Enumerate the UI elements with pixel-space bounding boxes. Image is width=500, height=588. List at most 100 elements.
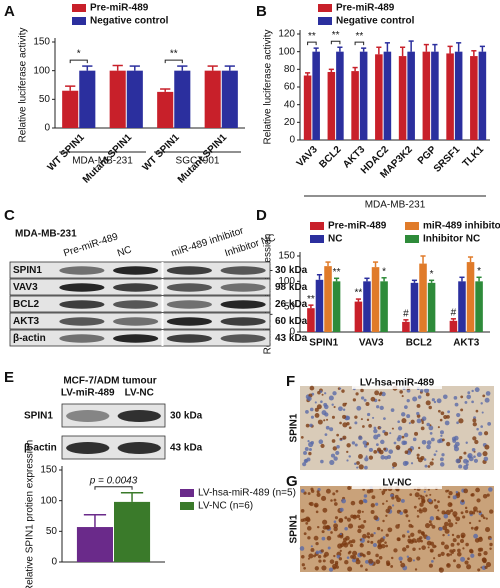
cell-nucleus bbox=[315, 541, 319, 546]
cell-nucleus bbox=[431, 560, 434, 563]
cell-nucleus bbox=[414, 492, 420, 498]
cell-nucleus bbox=[356, 461, 360, 465]
bar bbox=[454, 51, 463, 140]
legend-label: miR-489 inhibitor bbox=[423, 221, 500, 232]
y-tick-label: 0 bbox=[44, 123, 50, 134]
significance: ** bbox=[307, 294, 315, 305]
cell-nucleus bbox=[435, 515, 439, 520]
cell-nucleus bbox=[375, 443, 379, 447]
cell-nucleus bbox=[472, 506, 478, 512]
group-label: MDA-MB-231 bbox=[72, 156, 133, 167]
error-bar bbox=[328, 68, 334, 72]
x-tick-label: VAV3 bbox=[359, 338, 384, 349]
x-tick-label: SRSF1 bbox=[432, 144, 463, 175]
cell-nucleus bbox=[414, 568, 418, 571]
cell-nucleus bbox=[346, 556, 350, 559]
cell-nucleus bbox=[426, 444, 431, 450]
cell-nucleus bbox=[331, 439, 336, 443]
cell-nucleus bbox=[328, 395, 334, 401]
cell-nucleus bbox=[463, 488, 469, 494]
cell-nucleus bbox=[484, 565, 488, 570]
error-bar bbox=[456, 42, 462, 52]
cell-nucleus bbox=[346, 459, 349, 462]
cell-nucleus bbox=[408, 519, 411, 523]
blot-band bbox=[166, 300, 212, 309]
blot-band bbox=[113, 300, 159, 309]
cell-nucleus bbox=[362, 498, 367, 503]
cell-nucleus bbox=[427, 546, 430, 549]
cell-nucleus bbox=[340, 437, 343, 441]
significance: # bbox=[451, 307, 457, 318]
cell-nucleus bbox=[422, 507, 428, 513]
cell-nucleus bbox=[398, 556, 403, 561]
cell-nucleus bbox=[370, 510, 375, 514]
cell-nucleus bbox=[424, 464, 428, 468]
blot-band bbox=[117, 410, 161, 422]
error-bar bbox=[65, 85, 76, 91]
protein-label: SPIN1 bbox=[24, 411, 53, 422]
blot-band bbox=[66, 410, 110, 422]
cell-nucleus bbox=[332, 566, 336, 570]
cell-nucleus bbox=[342, 408, 346, 412]
cell-nucleus bbox=[379, 426, 382, 429]
y-tick-label: 100 bbox=[33, 65, 50, 76]
cell-nucleus bbox=[482, 451, 488, 457]
cell-nucleus bbox=[419, 502, 424, 507]
cell-nucleus bbox=[399, 390, 403, 394]
cell-nucleus bbox=[357, 528, 362, 534]
bar bbox=[204, 70, 221, 128]
cell-nucleus bbox=[442, 525, 448, 531]
cell-nucleus bbox=[358, 464, 364, 470]
bracket-label: p = 0.0043 bbox=[89, 475, 138, 486]
cell-nucleus bbox=[483, 550, 488, 556]
cell-nucleus bbox=[397, 420, 400, 424]
cell-nucleus bbox=[465, 441, 468, 444]
bar bbox=[407, 51, 415, 140]
cell-nucleus bbox=[460, 395, 464, 399]
cell-nucleus bbox=[485, 391, 491, 396]
cell-nucleus bbox=[451, 533, 455, 537]
cell-nucleus bbox=[444, 420, 450, 426]
cell-nucleus bbox=[324, 433, 328, 437]
cell-nucleus bbox=[433, 557, 436, 560]
cell-nucleus bbox=[375, 502, 379, 506]
cell-nucleus bbox=[456, 421, 459, 425]
cell-nucleus bbox=[316, 525, 320, 529]
cell-nucleus bbox=[387, 527, 393, 533]
cell-nucleus bbox=[412, 396, 418, 402]
error-bar bbox=[381, 277, 387, 282]
cell-nucleus bbox=[438, 526, 443, 531]
cell-nucleus bbox=[412, 559, 415, 562]
cell-nucleus bbox=[427, 465, 431, 468]
cell-nucleus bbox=[420, 389, 424, 393]
legend-label: Pre-miR-489 bbox=[328, 221, 387, 232]
cell-nucleus bbox=[391, 504, 395, 507]
cell-nucleus bbox=[425, 400, 431, 406]
cell-nucleus bbox=[404, 450, 409, 455]
cell-nucleus bbox=[395, 445, 401, 450]
legend-swatch bbox=[72, 17, 86, 25]
cell-nucleus bbox=[453, 435, 459, 441]
significance: ** bbox=[355, 288, 363, 299]
cell-nucleus bbox=[460, 556, 466, 562]
cell-nucleus bbox=[343, 542, 349, 548]
cell-nucleus bbox=[420, 426, 425, 431]
bar bbox=[419, 263, 427, 332]
cell-nucleus bbox=[336, 444, 340, 449]
cell-nucleus bbox=[318, 439, 324, 445]
cell-nucleus bbox=[352, 398, 357, 402]
cell-nucleus bbox=[485, 527, 491, 533]
cell-nucleus bbox=[383, 417, 386, 420]
cell-nucleus bbox=[306, 396, 312, 402]
cell-nucleus bbox=[489, 547, 492, 551]
cell-nucleus bbox=[302, 462, 307, 467]
cell-nucleus bbox=[333, 498, 337, 502]
y-tick-label: 150 bbox=[278, 251, 295, 262]
cell-nucleus bbox=[309, 423, 313, 428]
blot-band bbox=[113, 266, 159, 275]
cell-nucleus bbox=[308, 502, 312, 506]
cell-nucleus bbox=[421, 439, 427, 445]
cell-nucleus bbox=[376, 526, 381, 531]
cell-nucleus bbox=[356, 405, 362, 411]
cell-nucleus bbox=[396, 497, 401, 503]
